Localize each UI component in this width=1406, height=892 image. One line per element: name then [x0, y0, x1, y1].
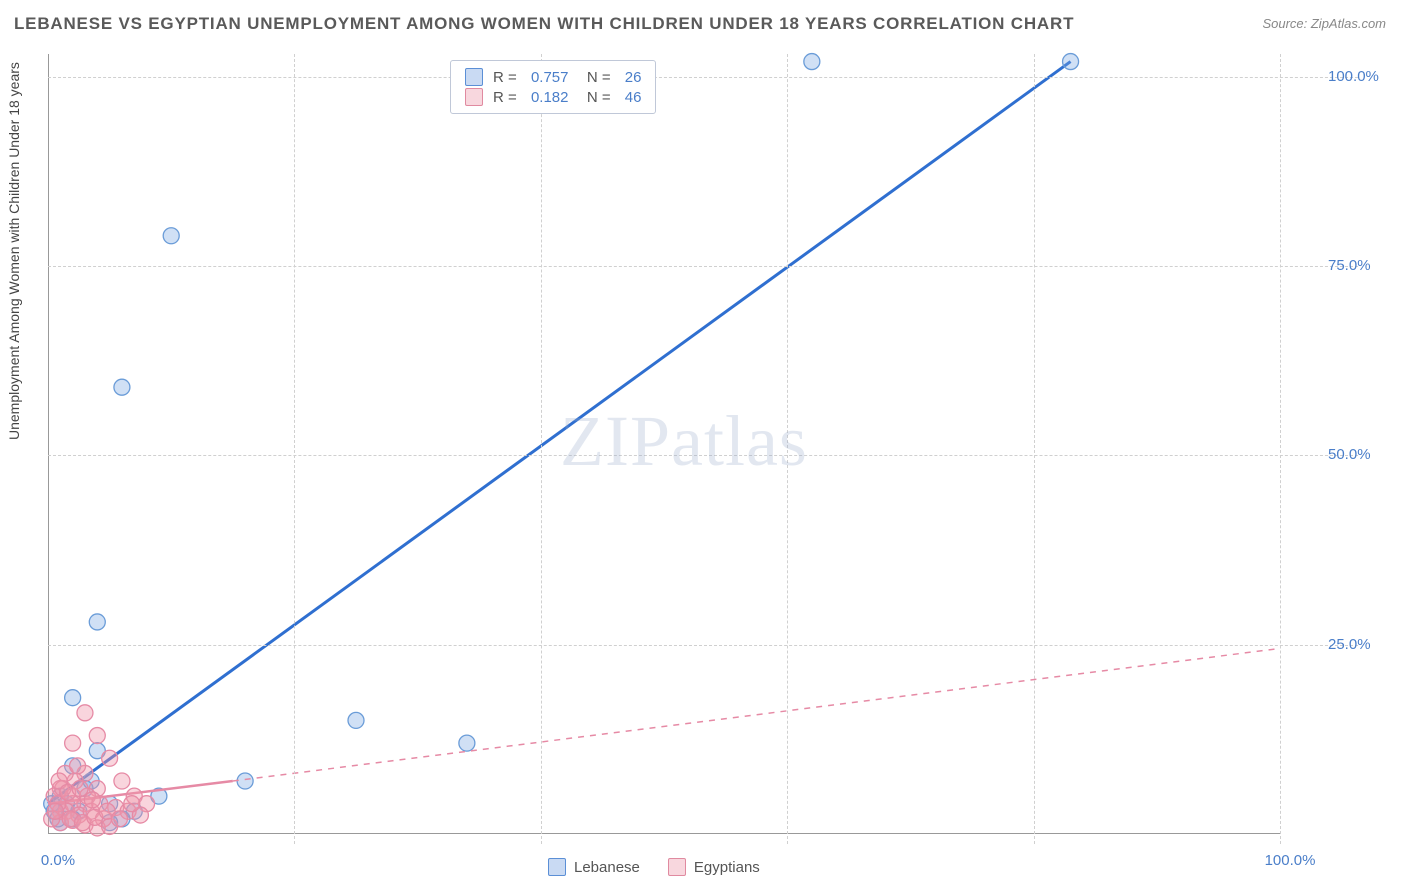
y-tick-label: 100.0%	[1328, 68, 1398, 85]
gridline-v	[787, 54, 788, 844]
data-point	[124, 796, 140, 812]
data-point	[237, 773, 253, 789]
gridline-h	[48, 266, 1358, 267]
data-point	[114, 379, 130, 395]
data-point	[348, 712, 364, 728]
data-point	[459, 735, 475, 751]
gridline-v	[1280, 54, 1281, 844]
data-point	[84, 792, 100, 808]
square-icon	[465, 88, 483, 106]
legend: Lebanese Egyptians	[548, 858, 760, 876]
legend-item-egyptians: Egyptians	[668, 858, 760, 876]
chart-title: LEBANESE VS EGYPTIAN UNEMPLOYMENT AMONG …	[14, 14, 1074, 34]
stats-row-egyptians: R = 0.182 N = 46	[465, 87, 641, 107]
data-point	[163, 228, 179, 244]
stats-r-label: R =	[493, 89, 521, 106]
stats-row-lebanese: R = 0.757 N = 26	[465, 67, 641, 87]
data-point	[111, 811, 127, 827]
stats-n-label: N =	[578, 69, 614, 86]
stats-r-value: 0.757	[531, 69, 569, 86]
gridline-v	[1034, 54, 1035, 844]
data-point	[89, 614, 105, 630]
data-point	[77, 705, 93, 721]
gridline-h	[48, 455, 1358, 456]
gridline-v	[541, 54, 542, 844]
square-icon	[465, 68, 483, 86]
square-icon	[668, 858, 686, 876]
data-point	[65, 735, 81, 751]
stats-n-value: 46	[625, 89, 642, 106]
data-point	[70, 758, 86, 774]
x-tick-label: 0.0%	[28, 852, 88, 869]
y-tick-label: 25.0%	[1328, 636, 1398, 653]
stats-r-label: R =	[493, 69, 521, 86]
data-point	[1063, 54, 1079, 70]
data-point	[89, 728, 105, 744]
data-point	[72, 781, 88, 797]
data-point	[65, 690, 81, 706]
scatter-chart	[48, 54, 1280, 834]
gridline-h	[48, 77, 1358, 78]
data-point	[47, 803, 63, 819]
stats-r-value: 0.182	[531, 89, 569, 106]
stats-box: R = 0.757 N = 26 R = 0.182 N = 46	[450, 60, 656, 114]
legend-label: Egyptians	[694, 859, 760, 876]
gridline-v	[294, 54, 295, 844]
stats-n-value: 26	[625, 69, 642, 86]
data-point	[102, 750, 118, 766]
data-point	[114, 773, 130, 789]
stats-n-label: N =	[578, 89, 614, 106]
gridline-h	[48, 645, 1358, 646]
y-tick-label: 75.0%	[1328, 257, 1398, 274]
x-tick-label: 100.0%	[1260, 852, 1320, 869]
y-axis-label: Unemployment Among Women with Children U…	[6, 62, 22, 440]
y-tick-label: 50.0%	[1328, 446, 1398, 463]
square-icon	[548, 858, 566, 876]
data-point	[804, 54, 820, 70]
legend-item-lebanese: Lebanese	[548, 858, 640, 876]
legend-label: Lebanese	[574, 859, 640, 876]
source-attribution: Source: ZipAtlas.com	[1262, 16, 1386, 31]
